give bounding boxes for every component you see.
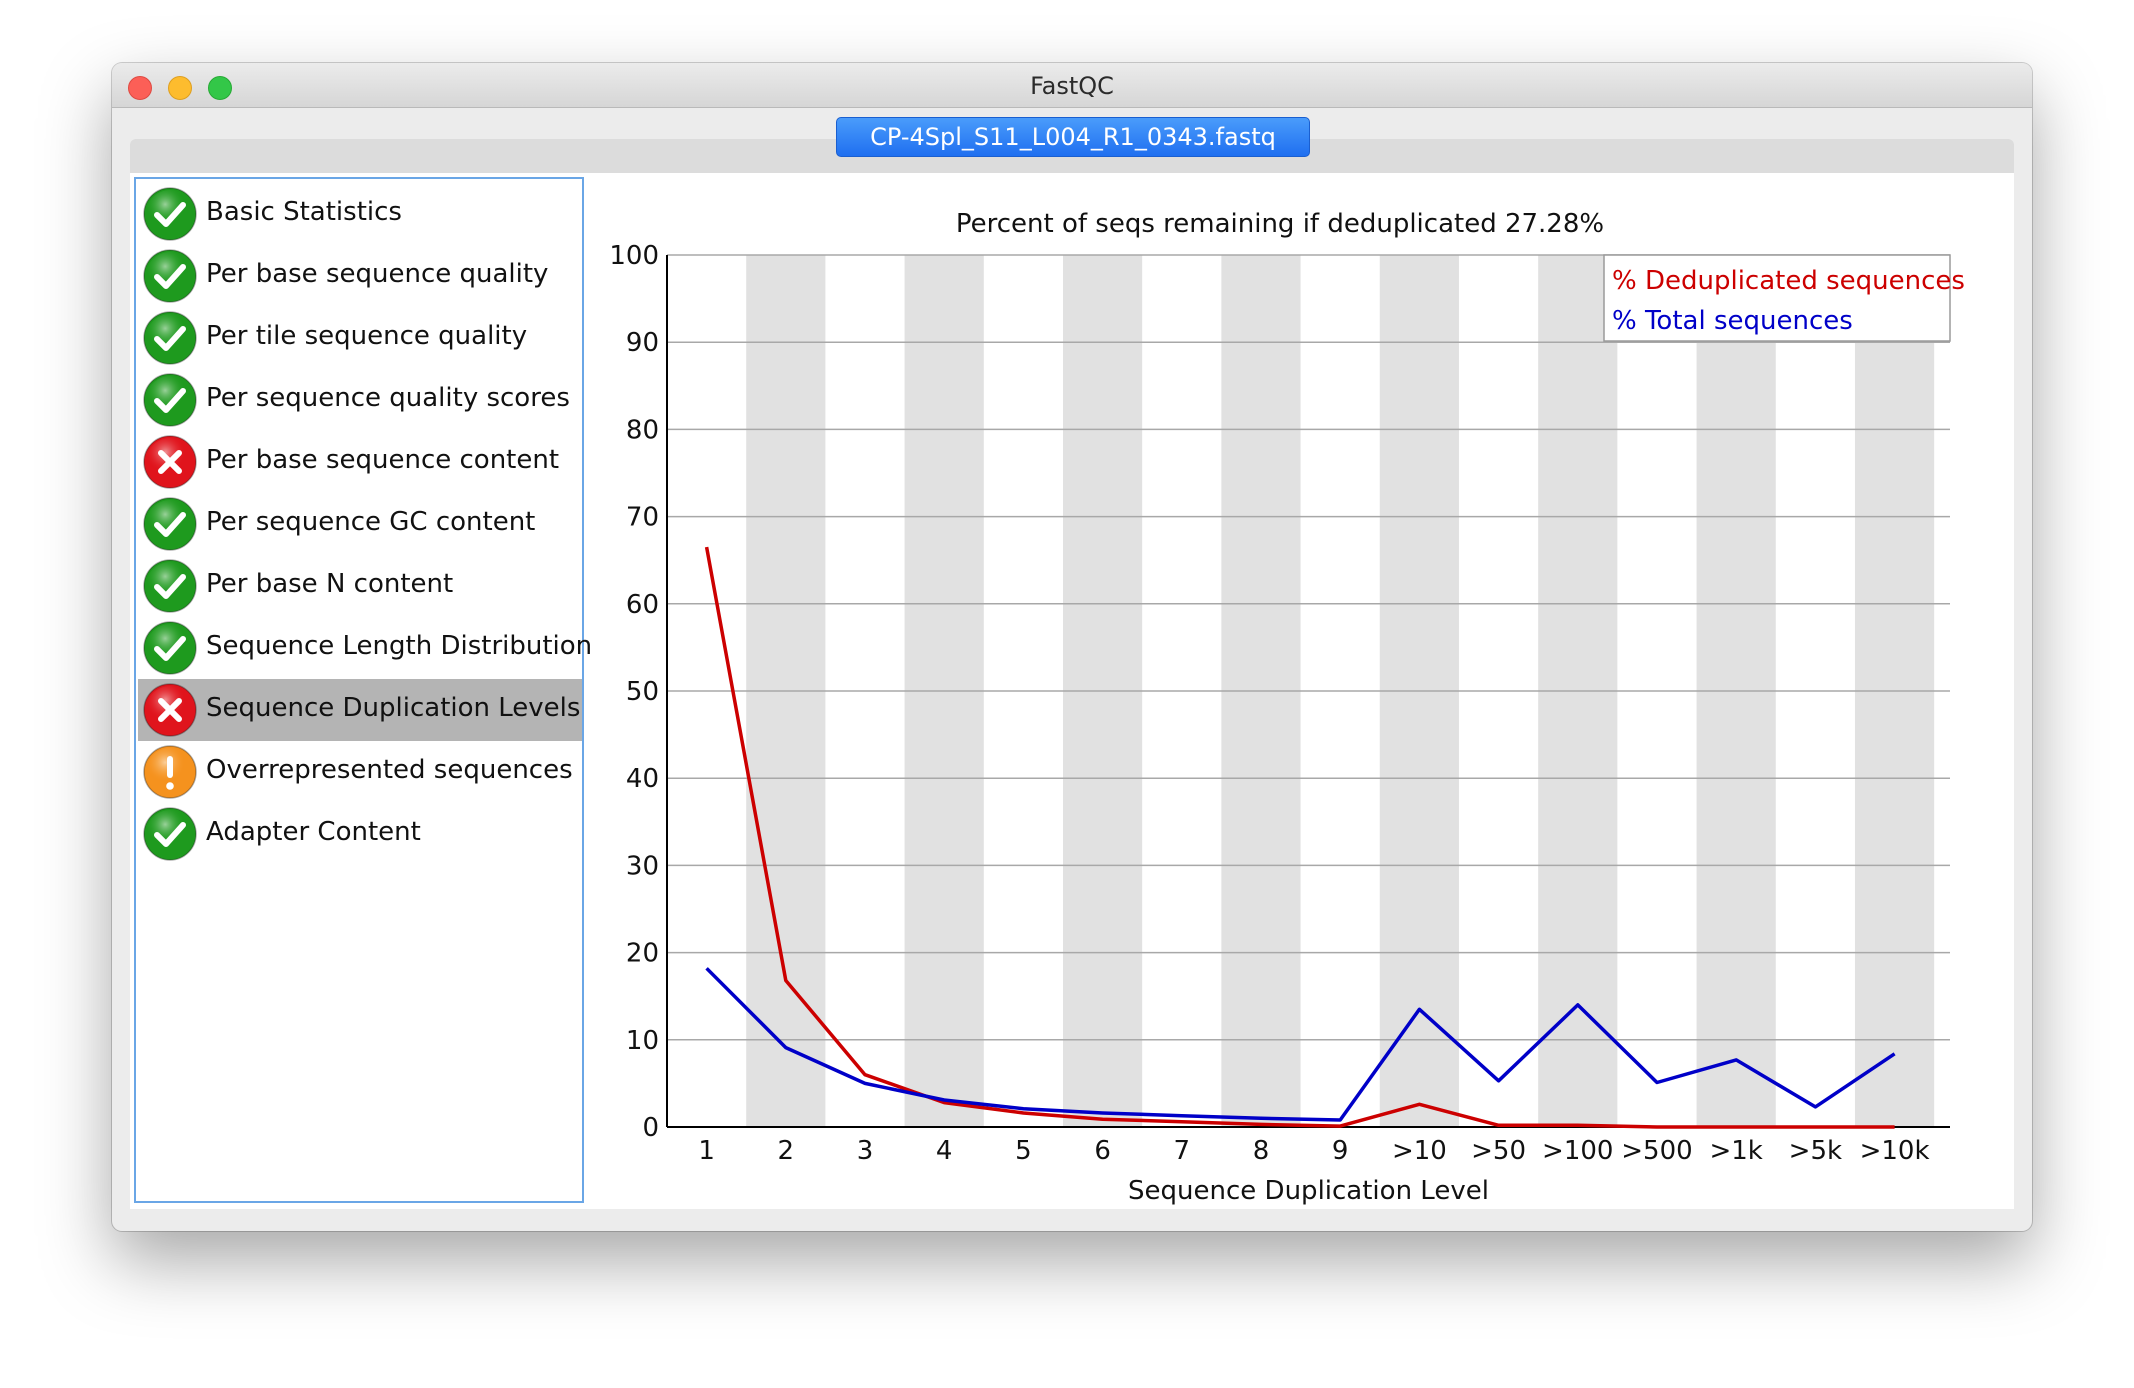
y-tick-label: 70 bbox=[626, 503, 659, 533]
legend-box bbox=[1603, 254, 1951, 342]
x-tick-label: >1k bbox=[1709, 1136, 1762, 1166]
deduplicated-series-line bbox=[704, 546, 1895, 1129]
check-icon bbox=[142, 310, 198, 366]
chart-title: Percent of seqs remaining if deduplicate… bbox=[955, 209, 1605, 239]
y-tick-label: 40 bbox=[626, 764, 659, 794]
check-icon bbox=[142, 496, 198, 552]
module-label: Per tile sequence quality bbox=[206, 321, 528, 351]
module-label: Overrepresented sequences bbox=[206, 755, 573, 785]
x-tick-label: >100 bbox=[1542, 1136, 1613, 1166]
x-tick-label: 1 bbox=[698, 1136, 715, 1166]
y-tick-label: 100 bbox=[610, 241, 659, 271]
module-item[interactable]: Per base N content bbox=[138, 555, 582, 617]
x-tick-label: 6 bbox=[1094, 1136, 1111, 1166]
check-icon bbox=[142, 186, 198, 242]
module-label: Per sequence quality scores bbox=[206, 383, 570, 413]
y-tick-label: 30 bbox=[626, 851, 659, 881]
x-tick-label: 2 bbox=[778, 1136, 795, 1166]
module-item[interactable]: Per base sequence content bbox=[138, 431, 582, 493]
zoom-window-button[interactable] bbox=[208, 76, 232, 100]
module-label: Sequence Length Distribution bbox=[206, 631, 593, 661]
y-tick-label: 60 bbox=[626, 590, 659, 620]
check-icon bbox=[142, 248, 198, 304]
cross-icon bbox=[142, 682, 198, 738]
x-tick-label: 7 bbox=[1174, 1136, 1191, 1166]
report-panel: Basic Statistics Per base sequence qualit… bbox=[130, 173, 2014, 1209]
module-item[interactable]: Per sequence quality scores bbox=[138, 369, 582, 431]
module-item[interactable]: Adapter Content bbox=[138, 803, 582, 865]
module-item[interactable]: Per sequence GC content bbox=[138, 493, 582, 555]
y-tick-label: 90 bbox=[626, 328, 659, 358]
check-icon bbox=[142, 806, 198, 862]
module-item[interactable]: Overrepresented sequences bbox=[138, 741, 582, 803]
window-title: FastQC bbox=[1030, 72, 1114, 100]
total-series-line bbox=[705, 967, 1896, 1122]
warning-icon bbox=[142, 744, 198, 800]
x-tick-label: >10 bbox=[1392, 1136, 1447, 1166]
module-label: Per sequence GC content bbox=[206, 507, 536, 537]
module-list: Basic Statistics Per base sequence qualit… bbox=[134, 177, 592, 1203]
x-tick-label: 8 bbox=[1253, 1136, 1270, 1166]
check-icon bbox=[142, 372, 198, 428]
y-tick-label: 80 bbox=[626, 415, 659, 445]
module-label: Adapter Content bbox=[206, 817, 421, 847]
module-label: Basic Statistics bbox=[206, 197, 402, 227]
module-item[interactable]: Basic Statistics bbox=[138, 183, 582, 245]
legend-entry: % Total sequences bbox=[1612, 306, 1853, 336]
legend-entry: % Deduplicated sequences bbox=[1612, 266, 1965, 296]
check-icon bbox=[142, 620, 198, 676]
x-tick-label: >5k bbox=[1789, 1136, 1842, 1166]
x-tick-label: >500 bbox=[1621, 1136, 1692, 1166]
module-item[interactable]: Sequence Duplication Levels bbox=[138, 679, 582, 741]
fastqc-window: FastQC CP-4Spl_S11_L004_R1_0343.fastq Ba… bbox=[112, 63, 2032, 1231]
module-item[interactable]: Per base sequence quality bbox=[138, 245, 582, 307]
close-window-button[interactable] bbox=[128, 76, 152, 100]
duplication-chart: Percent of seqs remaining if deduplicate… bbox=[609, 173, 2010, 1209]
x-tick-label: >50 bbox=[1471, 1136, 1526, 1166]
cross-icon bbox=[142, 434, 198, 490]
x-tick-label: >10k bbox=[1860, 1136, 1930, 1166]
title-bar: FastQC bbox=[112, 63, 2032, 108]
file-tab[interactable]: CP-4Spl_S11_L004_R1_0343.fastq bbox=[836, 117, 1310, 157]
module-item[interactable]: Per tile sequence quality bbox=[138, 307, 582, 369]
y-tick-label: 10 bbox=[626, 1026, 659, 1056]
module-label: Per base N content bbox=[206, 569, 454, 599]
module-item[interactable]: Sequence Length Distribution bbox=[138, 617, 592, 679]
y-tick-label: 20 bbox=[626, 939, 659, 969]
x-tick-label: 3 bbox=[857, 1136, 874, 1166]
x-axis-label: Sequence Duplication Level bbox=[1128, 1176, 1489, 1206]
x-tick-label: 9 bbox=[1332, 1136, 1349, 1166]
module-label: Sequence Duplication Levels bbox=[206, 693, 581, 723]
module-label: Per base sequence quality bbox=[206, 259, 549, 289]
x-tick-label: 4 bbox=[936, 1136, 953, 1166]
chart-svg: 0 10 20 30 40 50 60 70 80 90 100 1 2 3 4 5 6 7 8 9 >10 >50 >10… bbox=[609, 241, 1965, 1206]
y-tick-label: 0 bbox=[642, 1113, 659, 1143]
module-label: Per base sequence content bbox=[206, 445, 560, 475]
check-icon bbox=[142, 558, 198, 614]
x-tick-label: 5 bbox=[1015, 1136, 1032, 1166]
minimize-window-button[interactable] bbox=[168, 76, 192, 100]
y-tick-label: 50 bbox=[626, 677, 659, 707]
